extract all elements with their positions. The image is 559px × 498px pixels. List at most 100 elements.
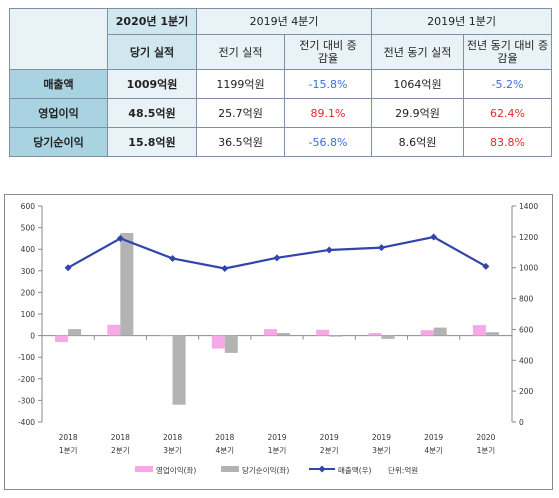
category-year-label: 2018 xyxy=(215,433,234,442)
bar-net-income xyxy=(224,335,238,353)
legend-label-revenue: 매출액(우) xyxy=(338,465,372,475)
category-year-label: 2018 xyxy=(59,433,78,442)
header-prev-year-result: 전년 동기 실적 xyxy=(371,34,465,70)
left-axis-tick-label: -100 xyxy=(18,353,35,362)
bar-operating-profit xyxy=(107,324,121,336)
category-year-label: 2019 xyxy=(267,433,286,442)
table-row: 영업이익 48.5억원 25.7억원 89.1% 29.9억원 62.4% xyxy=(9,98,553,128)
bar-operating-profit xyxy=(368,333,382,336)
right-axis-tick-label: 1200 xyxy=(519,233,538,242)
left-axis-tick-label: -200 xyxy=(18,375,35,384)
revenue-point xyxy=(325,246,333,254)
cell-current: 15.8억원 xyxy=(107,127,197,157)
right-axis-tick-label: 600 xyxy=(519,325,534,334)
cell-prev: 36.5억원 xyxy=(196,127,285,157)
left-axis-tick-label: -300 xyxy=(18,396,35,405)
category-quarter-label: 1분기 xyxy=(268,446,287,455)
left-axis-tick-label: 600 xyxy=(21,202,36,211)
bar-net-income xyxy=(277,333,290,336)
revenue-point xyxy=(377,244,385,252)
bar-operating-profit xyxy=(211,335,225,349)
revenue-point xyxy=(221,264,229,272)
table-row: 당기순이익 15.8억원 36.5억원 -56.8% 8.6억원 83.8% xyxy=(9,127,553,157)
chart-frame: -400 -300 -200 -100 0 100 200 300 400 500 600 0 200 4… xyxy=(4,194,553,490)
bar-operating-profit xyxy=(159,334,173,336)
bar-net-income xyxy=(433,327,447,336)
right-axis-tick-label: 400 xyxy=(519,356,534,365)
legend-label-operating-profit: 영업이익(좌) xyxy=(156,465,196,475)
cell-prev-year: 1064억원 xyxy=(371,69,465,99)
category-quarter-label: 1분기 xyxy=(59,446,78,455)
left-axis-tick-label: 300 xyxy=(21,267,36,276)
table-header-row-metrics: 당기 실적 전기 실적 전기 대비 증감율 전년 동기 실적 전년 동기 대비 … xyxy=(10,34,553,70)
financial-summary-table: 2020년 1분기 2019년 4분기 2019년 1분기 당기 실적 전기 실… xyxy=(9,8,553,157)
bar-net-income xyxy=(381,335,395,339)
table-header-row-periods: 2020년 1분기 2019년 4분기 2019년 1분기 xyxy=(9,8,553,70)
right-axis-tick-label: 0 xyxy=(519,418,524,427)
unit-note: 단위:억원 xyxy=(388,465,418,475)
category-quarter-label: 4분기 xyxy=(424,446,443,455)
legend-label-net-income: 당기순이익(좌) xyxy=(242,465,289,475)
cell-yoy: 62.4% xyxy=(463,98,553,128)
bar-net-income xyxy=(329,335,343,337)
category-quarter-label: 2분기 xyxy=(320,446,339,455)
cell-current: 1009억원 xyxy=(107,69,197,99)
cell-qoq: -56.8% xyxy=(283,127,373,157)
category-quarter-label: 4분기 xyxy=(215,446,234,455)
left-axis-tick-label: 100 xyxy=(21,310,36,319)
bar-net-income xyxy=(68,329,82,336)
header-prev-year-period: 2019년 1분기 xyxy=(371,8,553,35)
bar-operating-profit xyxy=(472,325,486,336)
cell-yoy: 83.8% xyxy=(463,127,553,157)
combo-chart: -400 -300 -200 -100 0 100 200 300 400 500 600 0 200 4… xyxy=(18,202,538,475)
category-year-label: 2019 xyxy=(424,433,443,442)
category-year-label: 2020 xyxy=(476,433,495,442)
revenue-point xyxy=(64,264,72,272)
right-axis-tick-label: 800 xyxy=(519,295,534,304)
cell-prev: 1199억원 xyxy=(196,69,285,99)
legend-swatch-operating-profit xyxy=(135,466,153,472)
right-axis-tick-label: 1000 xyxy=(519,264,538,273)
bar-operating-profit xyxy=(264,329,277,336)
category-year-label: 2018 xyxy=(163,433,182,442)
bar-operating-profit xyxy=(316,329,330,336)
category-year-label: 2019 xyxy=(372,433,391,442)
legend-marker-revenue xyxy=(318,465,326,473)
header-qoq-change-text: 전기 대비 증감율 xyxy=(299,39,357,65)
header-current-result: 당기 실적 xyxy=(107,34,197,70)
header-yoy-change: 전년 동기 대비 증감율 xyxy=(463,34,553,70)
cell-prev-year: 8.6억원 xyxy=(371,127,465,157)
cell-qoq: -15.8% xyxy=(283,69,373,99)
revenue-point xyxy=(430,233,438,241)
bar-operating-profit xyxy=(55,335,69,343)
right-axis-tick-label: 200 xyxy=(519,387,534,396)
header-current-period: 2020년 1분기 xyxy=(107,8,197,35)
category-quarter-label: 1분기 xyxy=(477,446,496,455)
table-corner-cell xyxy=(9,8,108,70)
category-year-label: 2019 xyxy=(320,433,339,442)
cell-prev-year: 29.9억원 xyxy=(371,98,465,128)
row-label: 매출액 xyxy=(9,69,108,99)
revenue-point xyxy=(116,234,124,242)
legend-swatch-net-income xyxy=(221,466,239,472)
left-axis-tick-label: 200 xyxy=(21,288,36,297)
bar-net-income xyxy=(172,335,186,405)
row-label: 당기순이익 xyxy=(9,127,108,157)
cell-yoy: -5.2% xyxy=(463,69,553,99)
cell-prev: 25.7억원 xyxy=(196,98,285,128)
header-prev-result: 전기 실적 xyxy=(196,34,285,70)
bar-net-income xyxy=(485,332,499,336)
cell-qoq: 89.1% xyxy=(283,98,373,128)
left-axis-tick-label: 500 xyxy=(21,224,36,233)
row-label: 영업이익 xyxy=(9,98,108,128)
left-axis-tick-label: 400 xyxy=(21,245,36,254)
revenue-point xyxy=(482,262,490,270)
header-prev-quarter-period: 2019년 4분기 xyxy=(195,8,373,35)
left-axis-tick-label: 0 xyxy=(30,332,35,341)
category-year-label: 2018 xyxy=(111,433,130,442)
bar-net-income xyxy=(120,233,134,336)
cell-current: 48.5억원 xyxy=(107,98,197,128)
left-axis-tick-label: -400 xyxy=(18,418,35,427)
right-axis-tick-label: 1400 xyxy=(519,202,538,211)
category-quarter-label: 2분기 xyxy=(111,446,130,455)
